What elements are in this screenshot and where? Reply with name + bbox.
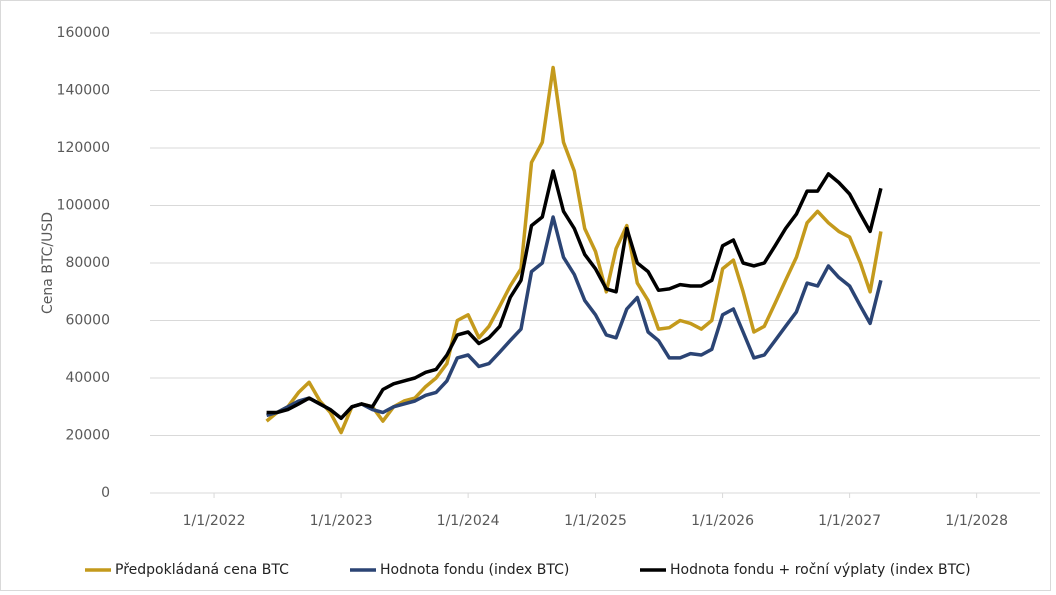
x-tick-label: 1/1/2028: [945, 513, 1008, 529]
y-tick-label: 100000: [57, 198, 110, 214]
y-tick-label: 40000: [65, 370, 110, 386]
legend-label: Hodnota fondu + roční výplaty (index BTC…: [670, 562, 971, 578]
y-tick-label: 160000: [57, 25, 110, 41]
x-tick-label: 1/1/2022: [183, 513, 246, 529]
legend-label: Hodnota fondu (index BTC): [380, 562, 569, 578]
x-tick-label: 1/1/2024: [437, 513, 500, 529]
legend-label: Předpokládaná cena BTC: [115, 562, 289, 578]
y-tick-label: 140000: [57, 83, 110, 99]
y-tick-label: 120000: [57, 140, 110, 156]
x-tick-label: 1/1/2027: [818, 513, 881, 529]
series-line: [266, 169, 883, 421]
y-tick-label: 20000: [65, 428, 110, 444]
y-tick-label: 60000: [65, 313, 110, 329]
series-line: [266, 215, 883, 421]
x-tick-label: 1/1/2023: [310, 513, 373, 529]
x-tick-label: 1/1/2026: [691, 513, 754, 529]
y-axis-title: Cena BTC/USD: [40, 212, 56, 314]
y-tick-label: 0: [101, 485, 110, 501]
y-tick-label: 80000: [65, 255, 110, 271]
x-tick-label: 1/1/2025: [564, 513, 627, 529]
